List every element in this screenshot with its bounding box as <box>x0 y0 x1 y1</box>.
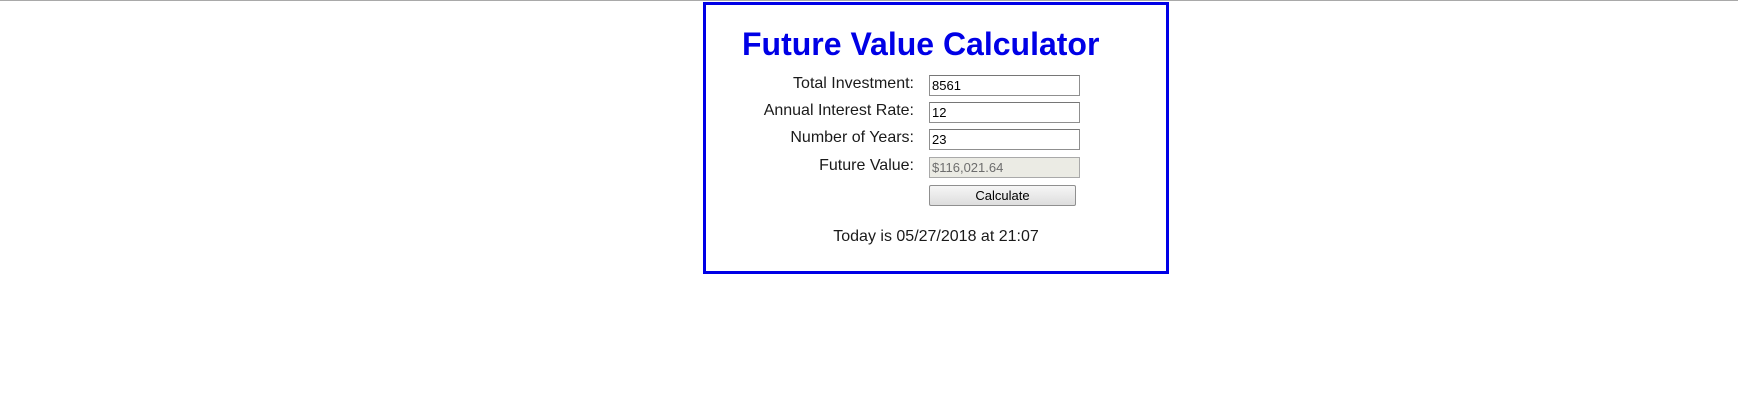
annual-interest-rate-label: Annual Interest Rate: <box>763 102 914 119</box>
annual-interest-rate-input[interactable] <box>929 102 1080 123</box>
number-of-years-row: Number of Years: <box>706 128 1166 150</box>
number-of-years-label: Number of Years: <box>790 129 914 146</box>
annual-interest-rate-row: Annual Interest Rate: <box>706 101 1166 123</box>
calculator-panel: Future Value Calculator Total Investment… <box>703 2 1169 274</box>
future-value-label: Future Value: <box>819 157 914 174</box>
total-investment-row: Total Investment: <box>706 74 1166 96</box>
calculate-button[interactable]: Calculate <box>929 185 1076 206</box>
total-investment-input[interactable] <box>929 75 1080 96</box>
future-value-output <box>929 157 1080 178</box>
window-top-border <box>0 0 1738 1</box>
number-of-years-input[interactable] <box>929 129 1080 150</box>
today-timestamp: Today is 05/27/2018 at 21:07 <box>833 228 1039 245</box>
future-value-row: Future Value: <box>706 156 1166 178</box>
total-investment-label: Total Investment: <box>793 75 914 92</box>
page-title: Future Value Calculator <box>742 26 1100 62</box>
